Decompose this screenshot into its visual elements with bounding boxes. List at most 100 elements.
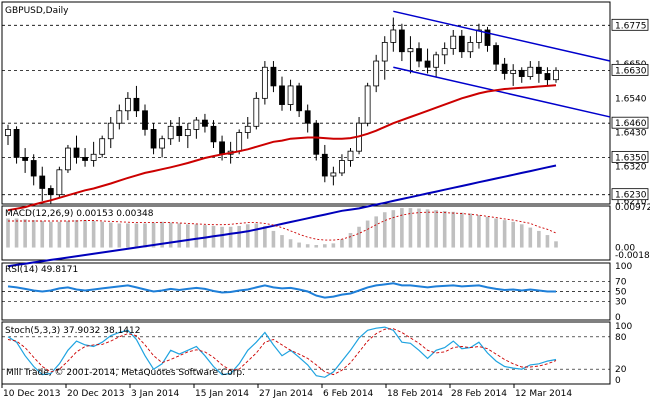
candle: [544, 73, 551, 81]
price-level-label: 1.6350: [615, 153, 647, 163]
candle: [304, 110, 311, 124]
candle: [493, 45, 499, 65]
candle: [501, 63, 508, 74]
macd-bar: [168, 222, 173, 248]
x-tick-label: 10 Dec 2013: [3, 389, 61, 399]
macd-bar: [254, 223, 259, 248]
macd-bar: [83, 220, 87, 248]
macd-bar: [485, 216, 490, 248]
macd-signal-line: [8, 211, 557, 241]
macd-bar: [519, 224, 524, 248]
channel-lower-line: [393, 66, 611, 118]
x-tick-label: 15 Jan 2014: [195, 389, 249, 399]
macd-bar: [400, 208, 404, 248]
price-level-label: 1.6630: [615, 66, 647, 76]
macd-bar: [537, 230, 541, 248]
macd-bar: [49, 221, 53, 248]
candle: [133, 97, 140, 112]
macd-tick-label: -0.00183: [615, 251, 650, 261]
macd-bar: [314, 245, 319, 248]
candle: [450, 35, 457, 50]
macd-bar: [382, 212, 387, 248]
candle: [287, 85, 294, 105]
candle: [527, 66, 534, 77]
stoch-label: Stoch(5,3,3) 37.9032 38.1412: [5, 326, 140, 336]
candle: [244, 125, 251, 133]
rsi-tick-label: 100: [615, 262, 632, 272]
price-level-tag: [611, 188, 649, 201]
candle: [184, 129, 191, 137]
stoch-tick-label: 100: [615, 322, 632, 332]
candle: [553, 69, 559, 81]
ma-fast-line: [7, 84, 557, 212]
candle: [90, 153, 97, 161]
macd-bar: [151, 222, 156, 248]
candle: [193, 119, 200, 130]
macd-label: MACD(12,26,9) 0.00153 0.00348: [5, 209, 154, 219]
candle: [535, 66, 542, 74]
candle: [47, 188, 54, 196]
macd-bar: [31, 220, 36, 248]
candle: [467, 42, 474, 53]
candle: [73, 147, 80, 158]
candle: [373, 60, 380, 87]
macd-tick-label: 0.00972: [615, 203, 650, 213]
price-level-tag: [611, 63, 649, 76]
candle: [476, 29, 482, 43]
stoch-tick-label: 80: [615, 333, 627, 343]
price-level-tag: [611, 18, 649, 31]
stoch-tick-label: 20: [615, 365, 627, 375]
candle: [484, 29, 491, 46]
macd-bar: [323, 244, 327, 248]
x-tick-label: 27 Jan 2014: [259, 389, 313, 399]
panel-frame: [1, 205, 611, 261]
price-tick-label: 1.6430: [615, 129, 647, 139]
candle: [5, 129, 11, 137]
macd-bar: [554, 241, 558, 248]
x-tick-label: 3 Jan 2014: [131, 389, 179, 399]
price-tick-label: 1.6540: [615, 94, 647, 104]
candle: [433, 54, 440, 68]
candle: [398, 29, 405, 53]
macd-bar: [177, 223, 182, 248]
rsi-label: RSI(14) 49.8171: [5, 265, 78, 275]
macd-bar: [117, 223, 122, 248]
candle: [313, 122, 320, 155]
macd-bar: [228, 226, 233, 248]
candle: [270, 66, 277, 87]
macd-bar: [74, 220, 79, 248]
macd-bar: [108, 222, 113, 248]
price-level-label: 1.6775: [615, 21, 647, 31]
macd-bar: [374, 216, 378, 248]
macd-bar: [245, 224, 250, 248]
candle: [22, 156, 29, 161]
candle: [236, 132, 243, 152]
macd-bar: [545, 235, 550, 248]
candle: [30, 160, 37, 177]
macd-bar: [391, 210, 396, 248]
x-tick-label: 20 Dec 2013: [67, 389, 125, 399]
macd-bar: [460, 212, 464, 248]
candle: [65, 147, 71, 171]
candle: [202, 119, 208, 127]
price-tick-label: 1.6210: [615, 197, 647, 207]
macd-bar: [348, 233, 353, 248]
macd-bar: [23, 219, 27, 248]
candle: [167, 125, 174, 140]
macd-bar: [91, 220, 96, 248]
macd-bar: [237, 225, 241, 248]
candle: [518, 69, 525, 77]
macd-bar: [365, 220, 370, 248]
macd-bar: [297, 242, 301, 248]
rsi-tick-label: 70: [615, 277, 627, 287]
candle: [364, 85, 371, 124]
macd-bar: [477, 215, 481, 248]
candle: [424, 60, 431, 68]
macd-bar: [494, 218, 498, 248]
macd-bar: [143, 223, 147, 248]
macd-bar: [451, 211, 456, 248]
x-tick-label: 18 Feb 2014: [387, 389, 443, 399]
macd-bar: [331, 243, 336, 248]
macd-bar: [280, 235, 284, 248]
